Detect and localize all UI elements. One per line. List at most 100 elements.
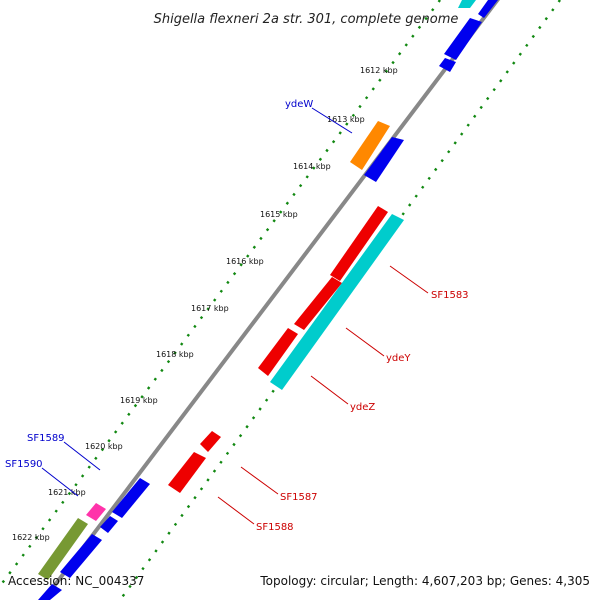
- track-dot: [74, 483, 78, 487]
- track-dot: [140, 395, 144, 399]
- track-dot: [437, 0, 441, 3]
- track-dot: [167, 531, 171, 535]
- track-dot: [351, 113, 356, 118]
- track-dot: [1, 579, 6, 584]
- leader-ydeW: [311, 107, 353, 134]
- gene-feature-blue-lower-1[interactable]: [112, 478, 150, 518]
- track-dot: [427, 176, 431, 181]
- gene-feature-SF1590[interactable]: [60, 534, 102, 578]
- track-dot: [193, 496, 197, 500]
- track-dot: [251, 416, 256, 420]
- track-dot: [518, 52, 522, 56]
- track-dot: [440, 158, 444, 163]
- track-dot: [460, 132, 464, 136]
- track-dot: [538, 25, 542, 30]
- gene-feature-ydeW[interactable]: [350, 121, 390, 170]
- gene-feature-SF1589[interactable]: [100, 516, 118, 533]
- leader-SF1588: [217, 496, 255, 525]
- track-dot: [213, 298, 217, 302]
- track-dot: [166, 359, 171, 364]
- track-dot: [186, 504, 191, 509]
- track-dot: [146, 386, 151, 390]
- track-dot: [87, 465, 91, 469]
- track-dot: [186, 333, 190, 337]
- gene-feature-blue-bottom[interactable]: [38, 584, 62, 600]
- label-leader-lines: [41, 107, 429, 525]
- track-dot: [292, 192, 296, 197]
- track-dot: [232, 271, 237, 276]
- track-dot: [312, 166, 316, 170]
- gene-feature-red-3[interactable]: [258, 328, 298, 376]
- track-dot: [338, 131, 342, 135]
- track-dot: [492, 87, 496, 92]
- track-dot: [173, 522, 178, 527]
- track-dot: [206, 478, 210, 482]
- map-title: Shigella flexneri 2a str. 301, complete …: [154, 12, 459, 27]
- track-dot: [358, 104, 362, 109]
- track-dot: [153, 377, 157, 381]
- track-dot: [364, 96, 369, 100]
- track-dot: [279, 210, 283, 214]
- track-dot: [67, 491, 72, 496]
- track-dot: [479, 105, 483, 110]
- gene-feature-SF1587[interactable]: [200, 431, 221, 452]
- tick-label-1618: 1618 kbp: [156, 350, 194, 359]
- gene-feature-cyan-top[interactable]: [458, 0, 476, 8]
- track-dot: [199, 315, 204, 320]
- gene-feature-blue-top-3[interactable]: [439, 58, 456, 72]
- track-dot: [160, 368, 164, 373]
- track-dot: [225, 451, 230, 456]
- gene-feature-olive[interactable]: [38, 518, 88, 580]
- track-dot: [499, 79, 503, 83]
- gene-label-SF1590[interactable]: SF1590: [5, 459, 43, 470]
- gene-label-SF1587[interactable]: SF1587: [280, 492, 318, 503]
- track-dot: [414, 194, 418, 198]
- track-dot: [160, 540, 165, 544]
- gene-feature-red-2[interactable]: [294, 277, 342, 330]
- track-dot: [285, 201, 290, 205]
- track-dot: [531, 34, 535, 39]
- gene-feature-cyan-rna[interactable]: [270, 214, 404, 390]
- track-dot: [54, 509, 58, 513]
- genome-backbone: [41, 0, 500, 600]
- track-dot: [466, 123, 470, 127]
- track-dot: [147, 558, 152, 562]
- track-dot: [473, 114, 477, 118]
- track-dot: [378, 78, 382, 82]
- gene-feature-SF1583[interactable]: [330, 206, 388, 281]
- tick-label-1612: 1612 kbp: [360, 66, 398, 75]
- gene-feature-SF1588[interactable]: [168, 452, 206, 493]
- gene-feature-blue-top-2[interactable]: [444, 18, 482, 60]
- track-dot: [141, 566, 145, 571]
- track-dot: [219, 289, 223, 293]
- leader-SF1589: [63, 441, 101, 471]
- gene-feature-pink[interactable]: [86, 503, 106, 521]
- track-dot: [421, 185, 425, 189]
- track-dot: [252, 245, 257, 249]
- track-dot: [239, 263, 243, 267]
- gene-label-SF1583[interactable]: SF1583: [431, 290, 469, 301]
- gene-label-ydeW[interactable]: ydeW: [285, 99, 313, 110]
- track-dot: [28, 544, 32, 549]
- gene-label-SF1588[interactable]: SF1588: [256, 522, 294, 533]
- track-dot: [226, 280, 230, 285]
- gene-features: [38, 0, 498, 600]
- gene-label-ydeZ[interactable]: ydeZ: [350, 402, 375, 413]
- gene-label-ydeY[interactable]: ydeY: [386, 353, 411, 364]
- track-dot: [391, 60, 395, 65]
- tick-label-1619: 1619 kbp: [120, 396, 158, 405]
- track-dot: [265, 227, 270, 232]
- track-dot: [512, 61, 516, 65]
- track-dot: [417, 25, 422, 30]
- track-dot: [180, 342, 184, 346]
- track-dot: [133, 403, 138, 408]
- track-dot: [47, 518, 52, 522]
- track-dot: [154, 549, 158, 553]
- gene-feature-blue-1614[interactable]: [364, 137, 404, 182]
- outer-dotted-track: [1, 0, 441, 584]
- track-dot: [21, 553, 25, 557]
- gene-feature-blue-top-1[interactable]: [478, 0, 498, 18]
- gene-label-SF1589[interactable]: SF1589: [27, 433, 65, 444]
- track-dot: [61, 500, 65, 505]
- track-dot: [80, 474, 85, 478]
